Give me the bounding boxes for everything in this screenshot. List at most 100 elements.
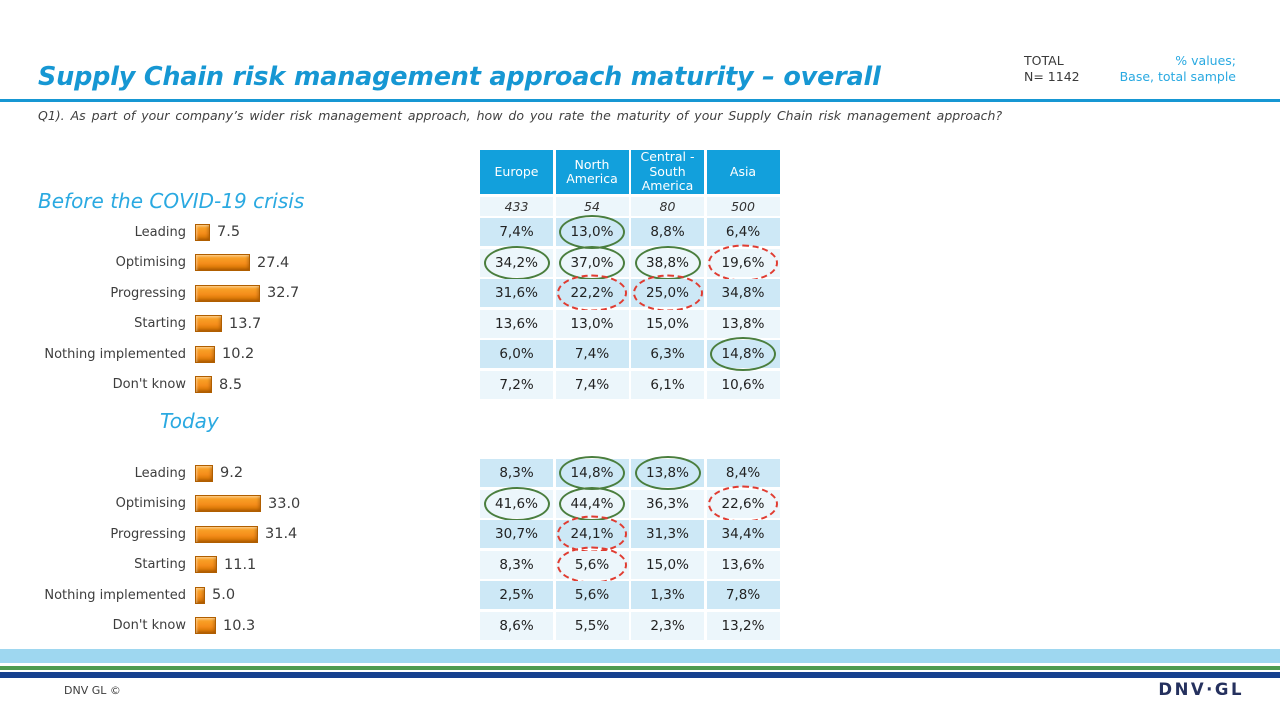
bar-value-label: 9.2	[220, 465, 244, 481]
chart-row: Nothing implemented 5.0	[38, 581, 300, 609]
data-cell: 7,4%	[555, 370, 629, 399]
bar-category-label: Optimising	[115, 255, 186, 270]
data-cell: 19,6%	[706, 248, 780, 277]
bar-value-label: 32.7	[267, 285, 300, 301]
data-cell: 37,0%	[555, 248, 629, 277]
bar	[195, 254, 250, 271]
dnv-gl-logo: DNV·GL	[1158, 680, 1244, 699]
data-cell: 2,5%	[480, 581, 553, 609]
total-sample-block: TOTAL N= 1142	[1024, 53, 1080, 85]
values-note-block: % values; Base, total sample	[1120, 53, 1236, 85]
bar-value-label: 5.0	[212, 587, 236, 603]
data-cell: 8,3%	[480, 459, 553, 487]
data-cell: 5,6%	[555, 550, 629, 579]
data-cell: 14,8%	[706, 340, 780, 368]
chart-row: Starting 13.7	[38, 310, 299, 338]
data-cell: 10,6%	[706, 370, 780, 399]
base-size-cell: 500	[706, 196, 780, 216]
bar	[195, 525, 258, 543]
data-cell: 8,3%	[480, 550, 553, 579]
bar-category-label: Nothing implemented	[44, 587, 186, 603]
bar-value-label: 33.0	[268, 495, 301, 512]
column-header: North America	[555, 150, 629, 194]
data-cell: 15,0%	[631, 550, 704, 579]
table-row: 2,5% 5,6% 1,3% 7,8%	[480, 581, 780, 609]
data-cell: 7,2%	[480, 370, 553, 399]
chart-row: Don't know 8.5	[38, 371, 299, 399]
bar	[195, 556, 217, 573]
table-row: 41,6% 44,4% 36,3% 22,6%	[480, 489, 780, 518]
bar-value-label: 8.5	[219, 376, 243, 393]
chart-row: Optimising 27.4	[38, 249, 299, 277]
data-cell: 41,6%	[480, 489, 553, 518]
data-cell: 13,6%	[480, 309, 553, 338]
data-cell: 5,5%	[555, 611, 629, 640]
data-cell: 7,8%	[706, 581, 780, 609]
data-cell: 2,3%	[631, 611, 704, 640]
bar-category-label: Leading	[134, 465, 186, 481]
chart-row: Optimising 33.0	[38, 490, 300, 518]
bar-category-label: Starting	[134, 316, 186, 331]
total-n-value: N= 1142	[1024, 69, 1080, 84]
bar	[195, 586, 205, 604]
data-cell: 5,6%	[555, 581, 629, 609]
column-header: Central - South America	[631, 150, 704, 194]
base-size-cell: 433	[480, 196, 553, 216]
bar	[195, 464, 213, 482]
base-size-cell: 54	[555, 196, 629, 216]
copyright-text: DNV GL ©	[64, 684, 121, 697]
bar-value-label: 27.4	[257, 254, 290, 271]
data-cell: 31,3%	[631, 520, 704, 548]
bar-value-label: 31.4	[265, 526, 298, 542]
data-cell: 13,8%	[706, 309, 780, 338]
column-header: Europe	[480, 150, 553, 194]
table-row: 13,6% 13,0% 15,0% 13,8%	[480, 309, 780, 338]
data-cell: 6,3%	[631, 340, 704, 368]
bar-category-label: Nothing implemented	[44, 346, 186, 362]
table-row: 7,4% 13,0% 8,8% 6,4%	[480, 218, 780, 246]
bar-category-label: Don't know	[112, 377, 186, 392]
section-heading-today: Today	[160, 409, 219, 433]
title-divider	[0, 99, 1280, 102]
bar	[195, 315, 222, 332]
bar-category-label: Optimising	[115, 496, 186, 511]
footer-stripe-navy	[0, 672, 1280, 678]
table-row: 7,2% 7,4% 6,1% 10,6%	[480, 370, 780, 399]
chart-row: Leading 9.2	[38, 459, 300, 487]
base-size-cell: 80	[631, 196, 704, 216]
table-header-row: Europe North America Central - South Ameri…	[480, 150, 780, 194]
data-cell: 8,6%	[480, 611, 553, 640]
values-note-line1: % values;	[1175, 53, 1236, 68]
bar-value-label: 13.7	[229, 315, 262, 332]
bar-category-label: Progressing	[110, 285, 186, 301]
bar	[195, 284, 260, 302]
values-note-line2: Base, total sample	[1119, 69, 1236, 84]
data-cell: 30,7%	[480, 520, 553, 548]
data-cell: 15,0%	[631, 309, 704, 338]
bar-value-label: 7.5	[217, 224, 241, 240]
data-cell: 38,8%	[631, 248, 704, 277]
data-cell: 22,6%	[706, 489, 780, 518]
data-cell: 25,0%	[631, 279, 704, 307]
bar	[195, 345, 215, 363]
bar-value-label: 10.2	[222, 346, 255, 362]
data-cell: 8,4%	[706, 459, 780, 487]
data-cell: 24,1%	[555, 520, 629, 548]
data-cell: 13,0%	[555, 309, 629, 338]
table-row: 8,3% 5,6% 15,0% 13,6%	[480, 550, 780, 579]
bar-category-label: Leading	[134, 224, 186, 240]
bar	[195, 223, 210, 241]
bar-value-label: 11.1	[224, 556, 257, 573]
page-title: Supply Chain risk management approach ma…	[38, 62, 881, 92]
data-cell: 13,2%	[706, 611, 780, 640]
data-cell: 7,4%	[480, 218, 553, 246]
data-cell: 31,6%	[480, 279, 553, 307]
today-region-table: 8,3% 14,8% 13,8% 8,4% 41,6% 44,4% 36,3% 22,6% 30…	[480, 459, 780, 642]
data-cell: 1,3%	[631, 581, 704, 609]
bar-category-label: Progressing	[110, 526, 186, 542]
bar	[195, 617, 216, 634]
table-row: 6,0% 7,4% 6,3% 14,8%	[480, 340, 780, 368]
chart-row: Progressing 31.4	[38, 520, 300, 548]
data-cell: 22,2%	[555, 279, 629, 307]
